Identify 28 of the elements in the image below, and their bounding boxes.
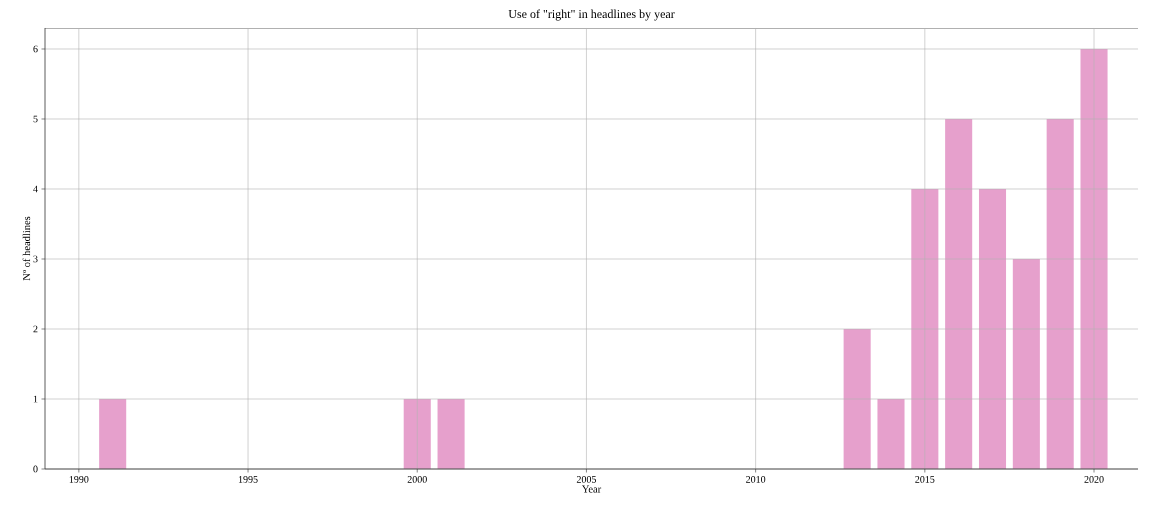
y-tick-label: 5 <box>33 115 38 123</box>
x-tick-label: 1990 <box>69 476 89 483</box>
y-tick-label: 4 <box>33 185 38 193</box>
y-axis-title: Nº of headlines <box>22 216 31 281</box>
y-tick-label: 3 <box>33 255 38 263</box>
y-tick-label: 1 <box>33 395 38 403</box>
x-tick-label: 2020 <box>1084 476 1104 483</box>
y-tick-label: 2 <box>33 325 38 333</box>
x-axis-title: Year <box>581 485 602 493</box>
x-tick-label: 2000 <box>407 476 427 483</box>
bar <box>945 119 973 469</box>
bar <box>843 329 871 469</box>
bar <box>99 399 127 469</box>
bar <box>1046 119 1074 469</box>
bar <box>403 399 431 469</box>
y-tick-label: 0 <box>33 465 38 473</box>
x-tick-label: 1995 <box>238 476 258 483</box>
bar <box>1080 49 1108 469</box>
bar <box>911 189 939 469</box>
bar <box>437 399 465 469</box>
x-tick-label: 2010 <box>746 476 766 483</box>
y-tick-label: 6 <box>33 45 38 53</box>
chart-title: Use of "right" in headlines by year <box>508 9 675 21</box>
bar <box>1012 259 1040 469</box>
x-tick-label: 2005 <box>576 476 597 483</box>
bar <box>877 399 905 469</box>
bar <box>978 189 1007 469</box>
x-tick-label: 2015 <box>915 476 935 483</box>
